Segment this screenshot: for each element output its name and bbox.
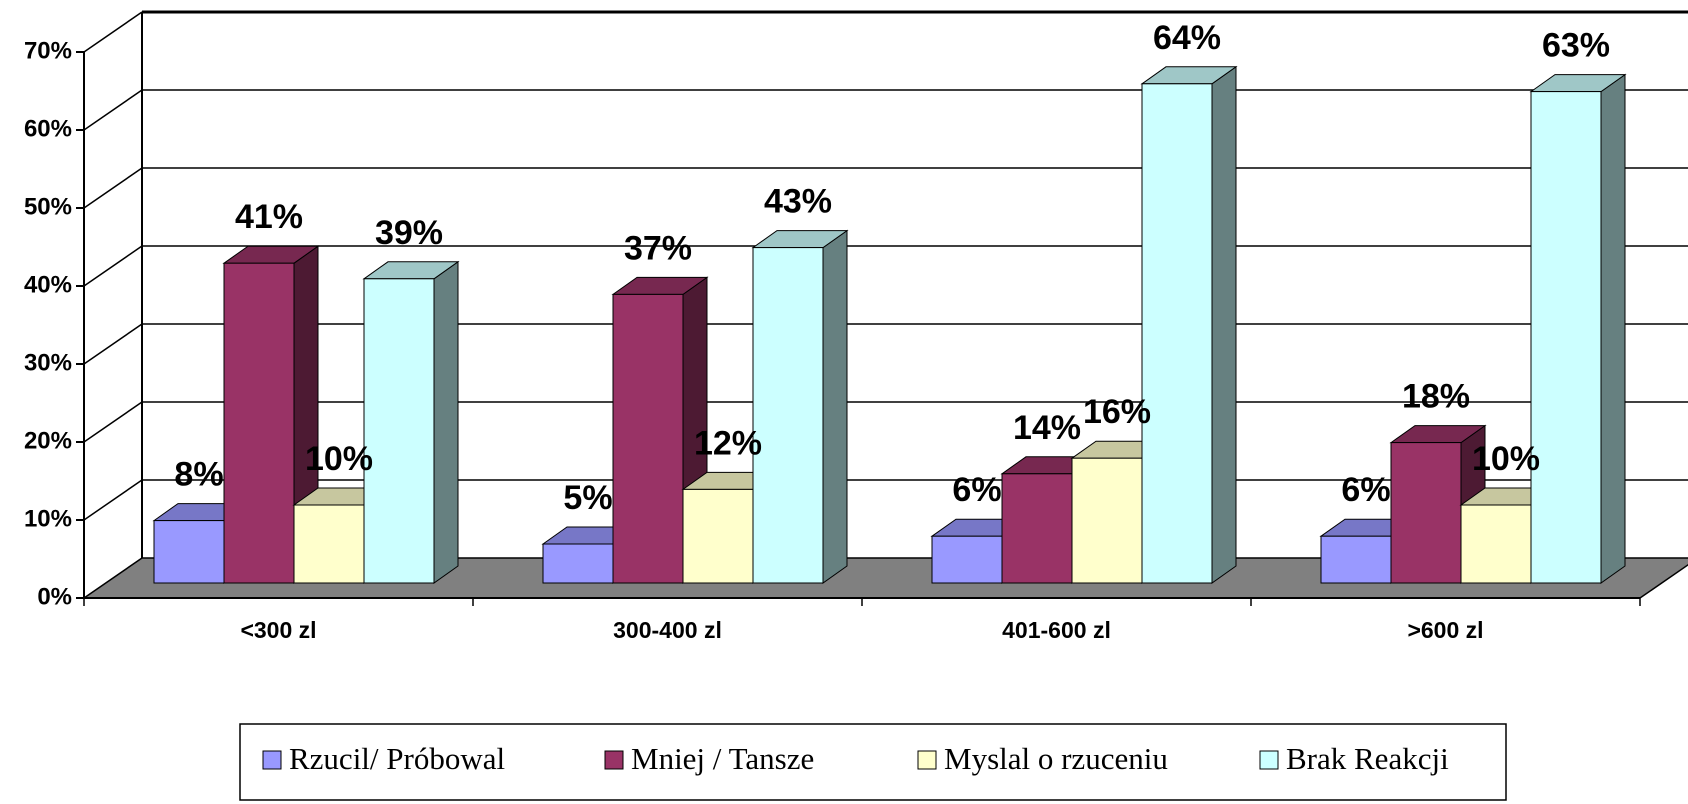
value-label: 16% (1083, 393, 1151, 431)
x-tick-label: >600 zl (1407, 617, 1483, 643)
value-label: 18% (1402, 378, 1470, 416)
legend-label: Myslal o rzuceniu (944, 741, 1168, 776)
bar-side (822, 229, 848, 584)
value-label: 10% (305, 440, 373, 478)
grid-line-side (83, 245, 143, 287)
bar (1390, 442, 1462, 584)
value-label: 37% (624, 229, 692, 267)
value-label: 41% (235, 198, 303, 236)
value-label: 6% (1341, 471, 1390, 509)
value-label: 63% (1542, 27, 1610, 65)
bar (153, 520, 225, 584)
grid-line-side (83, 167, 143, 209)
y-tick-label: 20% (24, 427, 72, 454)
bar-side (433, 260, 459, 584)
bar-side (1600, 73, 1626, 584)
legend-swatch (604, 750, 624, 770)
y-tick-label: 10% (24, 505, 72, 532)
value-label: 12% (694, 424, 762, 462)
bar (1071, 457, 1143, 584)
bar (1320, 535, 1392, 584)
legend-swatch (917, 750, 937, 770)
bar (752, 247, 824, 584)
value-label: 64% (1153, 19, 1221, 57)
bar (1141, 83, 1213, 584)
bar (1530, 91, 1602, 584)
value-label: 39% (375, 214, 443, 252)
grid-line-side (83, 401, 143, 443)
y-tick-label: 60% (24, 115, 72, 142)
legend-label: Mniej / Tansze (631, 741, 814, 776)
value-label: 8% (174, 456, 223, 494)
x-tick-label: 300-400 zl (613, 617, 722, 643)
y-tick-label: 0% (37, 583, 72, 610)
bar (363, 278, 435, 584)
bar (542, 543, 614, 584)
bar-side (1211, 65, 1237, 584)
bar (293, 504, 365, 584)
grid-line-side (83, 89, 143, 131)
legend-label: Rzucil/ Próbowal (289, 741, 505, 776)
legend-label: Brak Reakcji (1286, 741, 1449, 776)
bar (1001, 473, 1073, 584)
x-tick-label: 401-600 zl (1002, 617, 1111, 643)
bar (682, 488, 754, 584)
legend-swatch (1259, 750, 1279, 770)
y-tick-label: 30% (24, 349, 72, 376)
value-label: 5% (563, 479, 612, 517)
grid-line-side (83, 11, 143, 53)
value-label: 10% (1472, 440, 1540, 478)
y-tick-label: 70% (24, 37, 72, 64)
bar (1460, 504, 1532, 584)
y-tick-label: 40% (24, 271, 72, 298)
bar (223, 262, 295, 584)
legend-box (239, 723, 1507, 801)
value-label: 6% (952, 471, 1001, 509)
legend-swatch (262, 750, 282, 770)
grid-line-side (83, 323, 143, 365)
bar (612, 293, 684, 584)
y-tick-label: 50% (24, 193, 72, 220)
value-label: 43% (764, 183, 832, 221)
x-tick-label: <300 zl (240, 617, 316, 643)
value-label: 14% (1013, 409, 1081, 447)
grid-line-side (83, 479, 143, 521)
bar (931, 535, 1003, 584)
